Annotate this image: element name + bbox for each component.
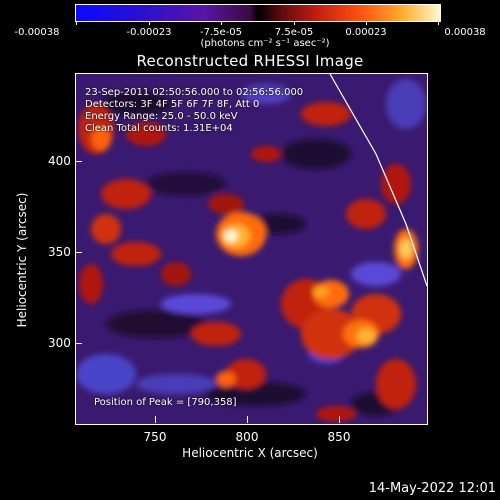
colorbar-tick-mark	[221, 21, 222, 25]
colorbar-tick-label: 0.00038	[444, 27, 486, 38]
colorbar-tick-label: -0.00023	[126, 27, 172, 38]
x-tick-label: 800	[235, 430, 259, 444]
x-tick-label: 850	[327, 430, 351, 444]
intensity-map	[76, 74, 427, 422]
y-tick-mark	[75, 343, 82, 344]
y-axis-label: Heliocentric Y (arcsec)	[15, 192, 29, 328]
y-tick-mark	[75, 161, 82, 162]
colorbar-tick-mark	[149, 21, 150, 25]
x-axis-label: Heliocentric X (arcsec)	[182, 446, 318, 460]
clean-total-counts: Clean Total counts: 1.31E+04	[85, 123, 233, 134]
colorbar-tick-mark	[294, 21, 295, 25]
colorbar	[75, 4, 441, 22]
y-tick-label: 300	[48, 336, 71, 350]
x-tick-label: 750	[143, 430, 167, 444]
x-tick-mark	[339, 416, 340, 423]
peak-position: Position of Peak = [790,358]	[94, 397, 237, 408]
colorbar-tick-label: 7.5e-05	[274, 27, 314, 38]
render-date: 14-May-2022 12:01	[368, 481, 496, 496]
colorbar-tick-mark	[76, 21, 77, 25]
colorbar-tick-label: -7.5e-05	[200, 27, 242, 38]
detectors-info: Detectors: 3F 4F 5F 6F 7F 8F, Att 0	[85, 99, 260, 110]
solar-limb-line	[329, 74, 427, 287]
colorbar-tick-mark	[366, 21, 367, 25]
colorbar-tick-label: -0.00038	[14, 27, 60, 38]
x-tick-mark	[247, 416, 248, 423]
plot-title: Reconstructed RHESSI Image	[136, 52, 364, 70]
y-tick-label: 350	[48, 245, 71, 259]
observation-time: 23-Sep-2011 02:50:56.000 to 02:56:56.000	[85, 87, 304, 98]
y-tick-label: 400	[48, 154, 71, 168]
y-tick-mark	[75, 252, 82, 253]
colorbar-tick-label: 0.00023	[345, 27, 387, 38]
colorbar-unit-label: (photons cm⁻² s⁻¹ asec⁻²)	[200, 38, 330, 49]
energy-range: Energy Range: 25.0 - 50.0 keV	[85, 111, 238, 122]
colorbar-tick-mark	[438, 21, 439, 25]
x-tick-mark	[155, 416, 156, 423]
rhessi-image: 23-Sep-2011 02:50:56.000 to 02:56:56.000…	[75, 73, 428, 425]
